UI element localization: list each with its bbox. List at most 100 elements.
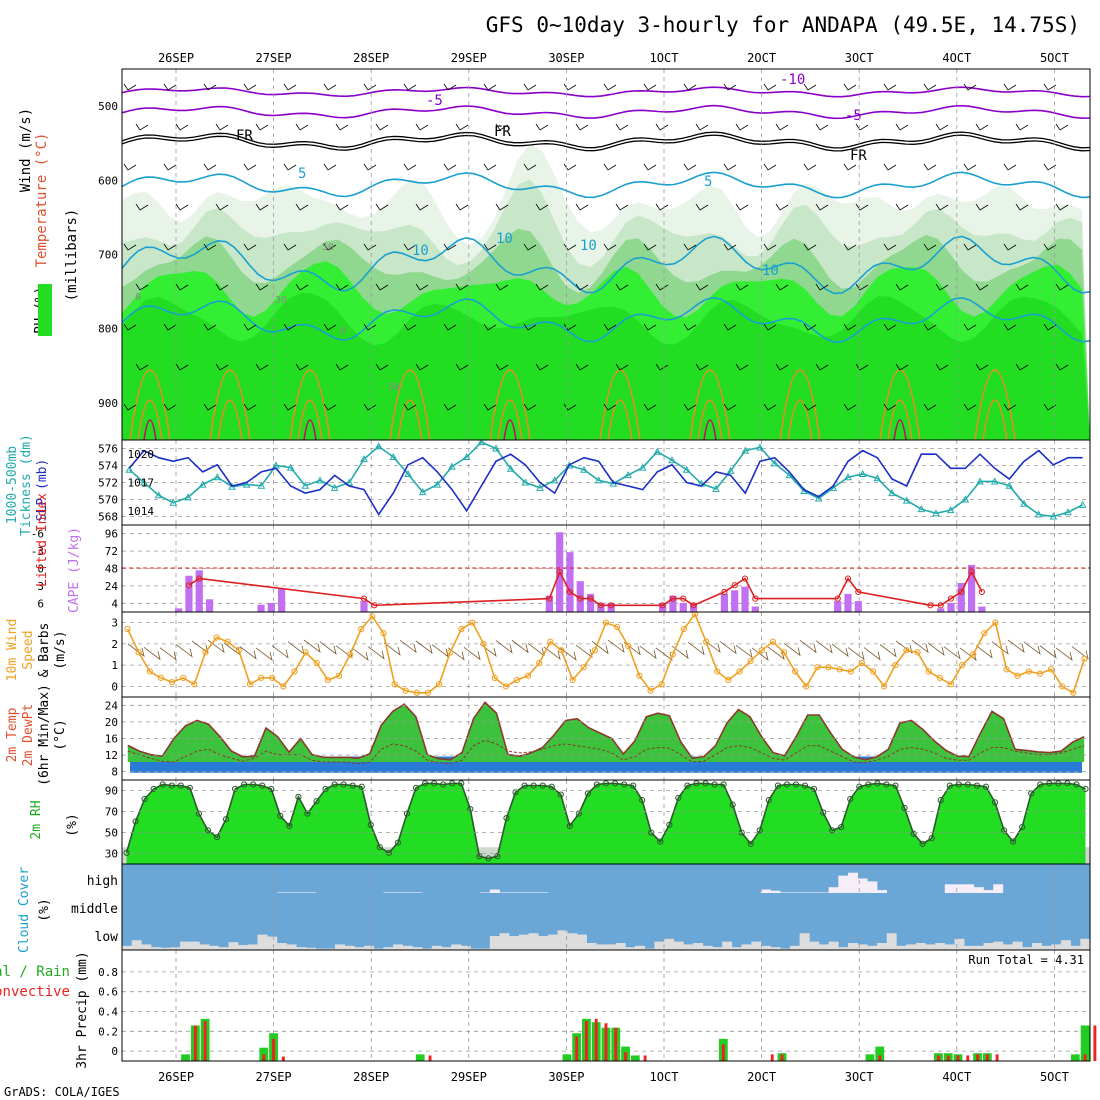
- rh-points-point: [376, 844, 383, 851]
- wind-barb: [175, 644, 193, 658]
- wind-barb: [843, 163, 857, 171]
- thickness-series-point: [213, 473, 222, 481]
- y-tick-label: 4: [111, 597, 118, 610]
- lifted-series-point: [566, 588, 574, 596]
- y-tick-label: 574: [98, 460, 118, 473]
- rh-points-point: [530, 782, 537, 789]
- cloud-low-bar: [915, 943, 926, 950]
- lifted-series-point: [937, 602, 944, 609]
- wind-barb: [375, 283, 389, 291]
- contour-label: 50: [388, 382, 400, 393]
- temp-contour-hot: [703, 419, 717, 441]
- precip-conv-bar: [946, 1055, 950, 1061]
- thickness-series-point: [389, 452, 398, 460]
- wind-barb: [843, 403, 857, 411]
- wind-barb: [483, 163, 497, 171]
- rh-points-point: [322, 785, 329, 793]
- wind-barb: [243, 83, 257, 91]
- thickness-series-point: [770, 459, 779, 467]
- y-tick-label: 1014: [128, 505, 155, 518]
- rh-points-point: [946, 782, 953, 789]
- wind-speed-series-point: [858, 659, 866, 667]
- wind-barb: [523, 403, 537, 411]
- day-label-top: 29SEP: [451, 51, 487, 65]
- cloud-low-bar: [228, 942, 239, 950]
- wind-barb: [203, 403, 217, 411]
- wind-speed-series-point: [725, 676, 732, 684]
- wind-barb: [783, 643, 801, 657]
- day-label-top: 27SEP: [256, 51, 292, 65]
- thickness-series-point: [1034, 510, 1043, 518]
- temp-contour-10: [121, 235, 1091, 295]
- wind-barb: [535, 203, 549, 211]
- thickness-series-point: [624, 471, 632, 479]
- y-tick-label: 72: [105, 545, 118, 558]
- wind-barb: [723, 403, 737, 411]
- wind-barb: [335, 123, 349, 131]
- rh-points-point: [919, 840, 926, 847]
- wind-barb: [243, 163, 257, 171]
- cloud-low-bar: [305, 947, 316, 950]
- wind-speed-series-point: [358, 625, 365, 633]
- wind-barb: [495, 123, 509, 131]
- y-tick-label: 24: [105, 580, 119, 593]
- y-tick-label: 576: [98, 443, 118, 456]
- wind-speed-series-point: [1059, 683, 1066, 690]
- rh-points-point: [829, 827, 836, 834]
- wind-barb: [239, 646, 257, 660]
- rh-points-point: [1019, 823, 1026, 831]
- thickness-series-point: [902, 496, 911, 504]
- precip-total-bar: [630, 1055, 640, 1061]
- cape-bar: [586, 593, 595, 612]
- wind-speed-series-point: [780, 649, 788, 656]
- rh-points-point: [964, 781, 971, 788]
- contour-label: -5: [845, 108, 862, 124]
- cloud-high-bar: [848, 872, 858, 893]
- cloud-low-bar: [799, 933, 810, 950]
- wind-barb: [563, 163, 577, 171]
- wind-barb: [615, 283, 629, 291]
- contour-label: 0: [340, 326, 346, 337]
- wind-barb: [575, 283, 589, 291]
- wind-speed-series-point: [825, 664, 832, 671]
- wind-barb: [523, 163, 537, 171]
- cloud-level-label: low: [95, 930, 119, 945]
- cape-bar: [278, 588, 286, 612]
- wind-speed-series-point: [380, 630, 387, 637]
- rh-points-point: [666, 821, 673, 828]
- wind-speed-series-point: [180, 674, 187, 681]
- cloud-high-bar: [305, 892, 316, 893]
- cloud-low-bar: [741, 944, 752, 950]
- wind-speed-series-point: [925, 668, 932, 675]
- y-tick-label: 20: [105, 716, 118, 729]
- temp-contour-warm: [129, 369, 171, 441]
- cloud-unit-label: (%): [37, 898, 52, 921]
- cape-bar: [967, 564, 976, 612]
- lifted-series-point: [185, 582, 193, 589]
- wind-barb: [443, 403, 457, 411]
- wind-barb: [723, 83, 737, 91]
- contour-label: 10: [762, 263, 779, 279]
- wind-barb: [1055, 283, 1069, 291]
- wind-barb: [403, 323, 417, 331]
- rh-points-point: [566, 822, 573, 830]
- wind-barb: [447, 647, 465, 661]
- cape-bar: [844, 593, 852, 612]
- y-tick-label: 1020: [128, 448, 155, 461]
- wind-barb: [799, 640, 817, 654]
- wind-barb: [683, 403, 697, 411]
- rh-points-point: [883, 781, 890, 788]
- cloud-high-bar: [393, 892, 404, 893]
- wind-barb: [879, 644, 897, 658]
- wind-barb: [815, 283, 829, 291]
- cape-bar: [978, 606, 986, 612]
- cloud-high-bar: [973, 887, 984, 893]
- cloud-low-bar: [383, 947, 394, 950]
- day-label-top: 30SEP: [548, 51, 584, 65]
- contour-label: 0: [135, 292, 141, 303]
- wind-barb: [655, 203, 669, 211]
- wind-barb: [335, 363, 349, 371]
- wind-barb: [603, 163, 617, 171]
- rh-points-point: [1000, 827, 1008, 834]
- precip-conv-bar: [614, 1027, 618, 1061]
